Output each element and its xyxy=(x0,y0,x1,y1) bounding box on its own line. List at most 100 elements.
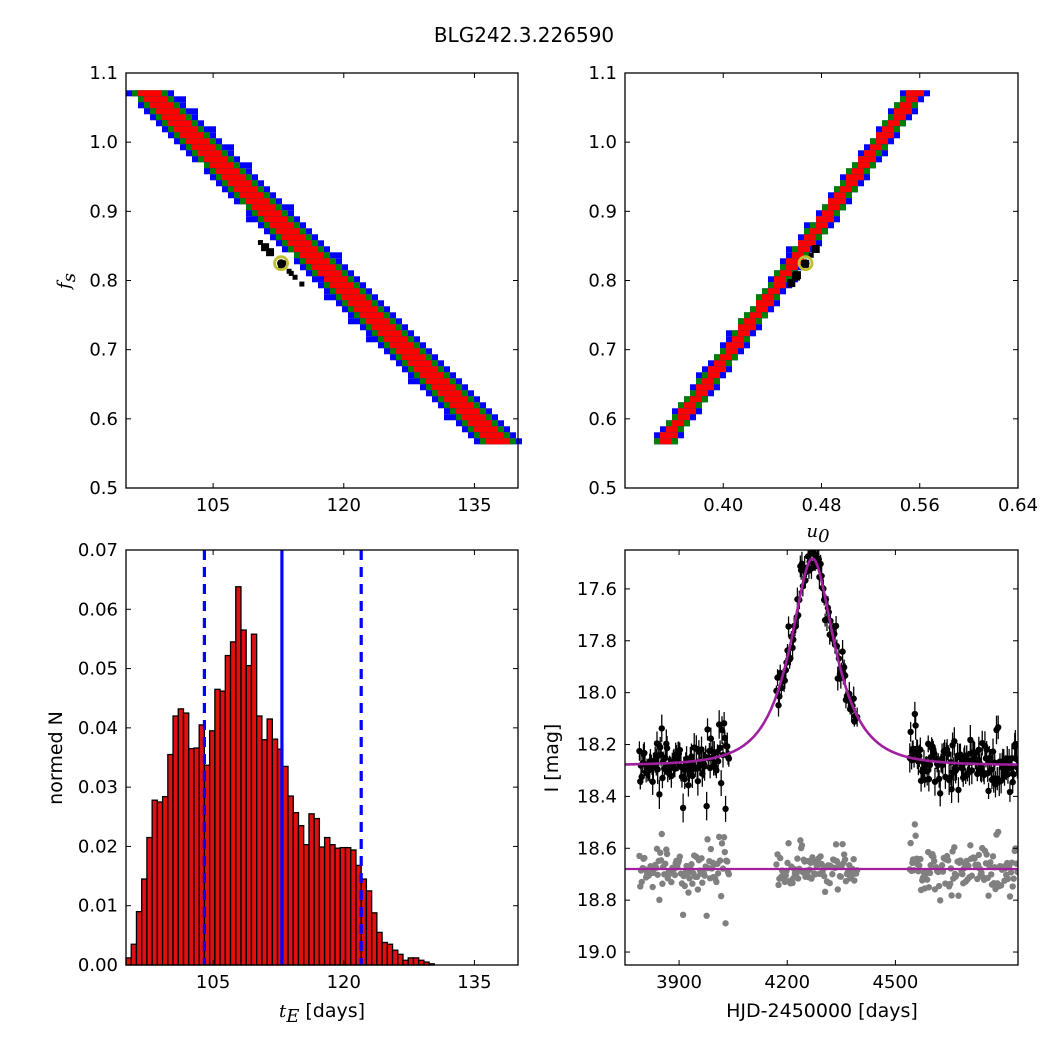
residual-point xyxy=(685,889,692,896)
best-cell xyxy=(299,281,305,287)
histogram-bar xyxy=(182,712,190,966)
data-point xyxy=(641,749,648,757)
residual-point xyxy=(659,880,666,887)
data-point xyxy=(717,779,725,787)
y-tick-label: 0.05 xyxy=(78,659,118,680)
residual-point xyxy=(777,854,784,862)
histogram-bar xyxy=(344,846,352,966)
data-point xyxy=(685,782,692,789)
confidence-cell xyxy=(840,186,852,193)
residual-point xyxy=(955,892,962,899)
residual-point xyxy=(715,833,723,841)
confidence-cell xyxy=(330,282,354,289)
confidence-cell xyxy=(342,294,366,301)
data-point xyxy=(1010,771,1017,778)
data-point xyxy=(704,726,711,733)
confidence-cell xyxy=(672,420,684,427)
confidence-cell xyxy=(894,108,912,115)
residual-point xyxy=(907,839,914,847)
residual-point xyxy=(722,920,729,927)
confidence-cell xyxy=(192,144,216,151)
y-tick-label: 0.00 xyxy=(78,955,118,976)
confidence-cell xyxy=(198,150,222,157)
residual-point xyxy=(725,870,733,878)
confidence-cell xyxy=(870,144,882,151)
residual-point xyxy=(841,856,849,863)
confidence-cell xyxy=(900,102,912,109)
best-fit-marker xyxy=(797,255,814,272)
data-point xyxy=(714,758,722,765)
residual-point xyxy=(775,881,782,889)
confidence-cell xyxy=(264,216,288,223)
confidence-cell xyxy=(774,276,786,283)
residual-point xyxy=(707,845,715,853)
histogram-bar xyxy=(250,633,258,966)
y-tick-label: 0.7 xyxy=(89,340,118,361)
residual-point xyxy=(686,875,693,882)
residual-point xyxy=(698,855,705,862)
confidence-cell xyxy=(408,360,432,367)
residual-point xyxy=(809,854,816,861)
histogram-bar xyxy=(391,949,399,966)
confidence-cell xyxy=(294,246,318,253)
histogram-bar xyxy=(224,654,232,966)
confidence-cell xyxy=(858,162,870,169)
x-tick-label: 120 xyxy=(327,495,361,516)
confidence-cell xyxy=(432,384,456,391)
confidence-cell xyxy=(906,96,918,103)
residual-point xyxy=(794,855,801,862)
histogram-bar xyxy=(308,813,315,966)
residual-point xyxy=(1006,893,1014,900)
data-point xyxy=(658,725,665,732)
panel-u0-fs-xlabel: u0 xyxy=(806,521,829,547)
confidence-cell xyxy=(816,216,834,223)
data-point xyxy=(654,766,661,773)
confidence-cell xyxy=(420,372,444,379)
confidence-cell xyxy=(234,186,258,193)
panel-te-fs-frame xyxy=(125,72,519,489)
confidence-cell xyxy=(882,126,894,133)
data-point xyxy=(975,746,983,754)
panel-te-histogram-ylabel: normed N xyxy=(45,711,67,805)
data-point xyxy=(850,695,857,702)
confidence-cell xyxy=(186,138,210,145)
y-tick-label: 18.2 xyxy=(577,735,617,756)
residual-point xyxy=(988,871,995,878)
panel-te-fs: 105 120 135 0.5 0.6 0.7 0.8 0.9 1.0 1.1 fs xyxy=(54,63,522,516)
residual-point xyxy=(688,861,695,868)
residual-point xyxy=(663,850,671,858)
histogram-bar xyxy=(323,836,331,966)
x-tick-label: 0.48 xyxy=(801,495,841,516)
residual-point xyxy=(839,840,846,848)
data-point xyxy=(775,702,782,709)
confidence-cell xyxy=(660,438,672,445)
residual-point xyxy=(832,841,840,848)
data-point xyxy=(987,754,994,761)
residual-point xyxy=(829,870,836,878)
confidence-cell xyxy=(204,156,228,163)
histogram-bar xyxy=(167,753,174,966)
model-curve xyxy=(625,557,1018,766)
histogram-bars xyxy=(125,586,436,966)
histogram-bar xyxy=(135,910,143,966)
residual-point xyxy=(985,892,992,899)
residual-point xyxy=(658,830,665,838)
confidence-cell xyxy=(396,348,420,355)
residual-point xyxy=(718,840,726,847)
residual-point xyxy=(671,871,679,879)
residual-point xyxy=(850,855,857,863)
histogram-bar xyxy=(271,738,279,966)
confidence-cell xyxy=(372,324,396,331)
data-point xyxy=(716,744,724,752)
data-point xyxy=(656,791,663,798)
confidence-cell xyxy=(852,168,864,175)
y-tick-label: 0.8 xyxy=(89,271,118,292)
residual-point xyxy=(662,860,669,867)
residual-point xyxy=(781,878,788,886)
residual-point xyxy=(946,880,954,888)
x-tick-label: 0.64 xyxy=(998,495,1038,516)
residual-point xyxy=(948,892,955,899)
data-point xyxy=(663,744,671,752)
confidence-cell xyxy=(678,414,690,421)
y-tick-label: 0.8 xyxy=(588,271,617,292)
